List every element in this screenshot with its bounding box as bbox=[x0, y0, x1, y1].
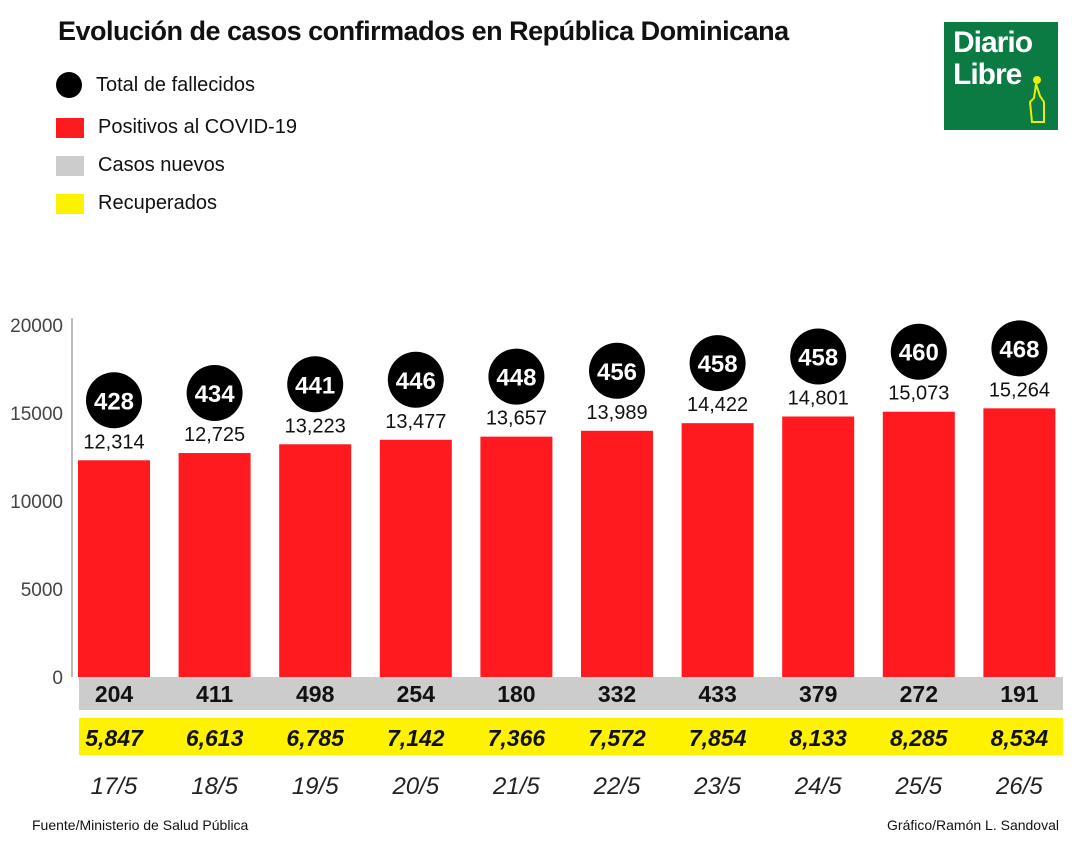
casos-nuevos-value-label: 433 bbox=[698, 681, 736, 707]
legend-fallecidos: Total de fallecidos bbox=[56, 72, 255, 98]
recuperados-value-label: 8,285 bbox=[890, 725, 949, 751]
legend-swatch bbox=[56, 155, 84, 176]
x-category-label: 21/5 bbox=[492, 773, 540, 800]
fallecidos-circle bbox=[790, 328, 847, 385]
positivos-bar bbox=[78, 460, 150, 677]
x-category-label: 18/5 bbox=[191, 773, 238, 800]
positivos-value-label: 12,725 bbox=[184, 424, 245, 446]
fallecidos-value-label: 458 bbox=[798, 345, 838, 372]
y-tick-label: 5000 bbox=[21, 580, 63, 601]
casos-nuevos-value-label: 411 bbox=[196, 681, 233, 707]
casos-nuevos-value-label: 272 bbox=[900, 681, 938, 707]
recuperados-value-label: 7,572 bbox=[588, 725, 646, 751]
legend-label: Total de fallecidos bbox=[96, 73, 255, 96]
x-category-label: 23/5 bbox=[693, 773, 741, 800]
legend-label: Recuperados bbox=[98, 192, 217, 214]
recuperados-value-label: 7,142 bbox=[387, 725, 445, 751]
chart-title: Evolución de casos confirmados en Repúbl… bbox=[58, 16, 789, 46]
positivos-value-label: 14,801 bbox=[788, 388, 849, 410]
positivos-bar bbox=[379, 439, 452, 677]
positivos-value-label: 13,989 bbox=[586, 402, 647, 424]
positivos-bar bbox=[782, 416, 855, 677]
casos-nuevos-value-label: 498 bbox=[296, 681, 335, 707]
casos-nuevos-value-label: 191 bbox=[1000, 681, 1039, 707]
positivos-bar bbox=[882, 411, 955, 677]
positivos-bar bbox=[581, 430, 653, 677]
recuperados-value-label: 8,534 bbox=[991, 725, 1049, 751]
legend-recuperados: Recuperados bbox=[56, 192, 217, 215]
fallecidos-value-label: 434 bbox=[195, 381, 236, 408]
recuperados-value-label: 8,133 bbox=[789, 725, 847, 751]
positivos-value-label: 13,477 bbox=[385, 411, 446, 433]
recuperados-value-label: 7,854 bbox=[689, 725, 747, 751]
fallecidos-value-label: 428 bbox=[94, 388, 134, 415]
fallecidos-value-label: 446 bbox=[396, 368, 436, 395]
positivos-value-label: 13,223 bbox=[285, 415, 346, 437]
fallecidos-circle bbox=[689, 335, 746, 392]
recuperados-value-label: 7,366 bbox=[488, 725, 546, 751]
positivos-bar bbox=[279, 444, 352, 677]
fallecidos-circle bbox=[387, 351, 444, 408]
y-tick-label: 10000 bbox=[10, 492, 63, 513]
casos-nuevos-band bbox=[79, 677, 1063, 710]
recuperados-value-label: 6,613 bbox=[186, 725, 244, 751]
x-category-label: 26/5 bbox=[995, 773, 1043, 800]
recuperados-band bbox=[79, 718, 1063, 755]
y-tick-label: 15000 bbox=[10, 404, 63, 425]
y-tick-label: 0 bbox=[52, 668, 63, 689]
casos-nuevos-value-label: 180 bbox=[497, 681, 535, 707]
credit-note: Gráfico/Ramón L. Sandoval bbox=[887, 817, 1059, 833]
logo-line1: Diario bbox=[953, 26, 1033, 59]
legend-swatch bbox=[56, 193, 84, 214]
positivos-bar bbox=[983, 408, 1056, 677]
casos-nuevos-value-label: 254 bbox=[397, 681, 436, 707]
fallecidos-value-label: 468 bbox=[999, 336, 1039, 363]
positivos-bar bbox=[681, 423, 754, 677]
fallecidos-circle bbox=[890, 323, 947, 380]
casos-nuevos-value-label: 379 bbox=[799, 681, 837, 707]
casos-nuevos-value-label: 204 bbox=[95, 681, 134, 707]
positivos-value-label: 15,264 bbox=[989, 379, 1050, 401]
fallecidos-circle bbox=[186, 365, 243, 422]
positivos-value-label: 13,657 bbox=[486, 408, 547, 430]
x-category-label: 20/5 bbox=[391, 773, 439, 800]
fallecidos-value-label: 458 bbox=[698, 351, 738, 378]
fallecidos-value-label: 456 bbox=[597, 359, 637, 386]
legend-circle-swatch bbox=[56, 72, 82, 98]
x-category-label: 24/5 bbox=[794, 773, 842, 800]
recuperados-value-label: 5,847 bbox=[85, 725, 144, 751]
legend-label: Casos nuevos bbox=[98, 154, 225, 176]
fallecidos-circle bbox=[86, 372, 142, 429]
source-note: Fuente/Ministerio de Salud Pública bbox=[32, 817, 249, 833]
positivos-value-label: 14,422 bbox=[687, 394, 748, 416]
x-category-label: 22/5 bbox=[593, 773, 641, 800]
liberty-statue-icon bbox=[1028, 76, 1045, 123]
y-tick-label: 20000 bbox=[10, 316, 63, 337]
fallecidos-circle bbox=[589, 342, 645, 399]
fallecidos-circle bbox=[991, 320, 1048, 377]
fallecidos-value-label: 460 bbox=[899, 340, 939, 367]
fallecidos-circle bbox=[287, 356, 344, 413]
fallecidos-value-label: 448 bbox=[496, 365, 536, 392]
fallecidos-circle bbox=[488, 348, 545, 405]
legend-casos-nuevos: Casos nuevos bbox=[56, 154, 225, 177]
recuperados-value-label: 6,785 bbox=[286, 725, 345, 751]
legend-swatch bbox=[56, 117, 84, 138]
legend-positivos: Positivos al COVID-19 bbox=[56, 116, 297, 139]
x-category-label: 17/5 bbox=[91, 773, 138, 800]
casos-nuevos-value-label: 332 bbox=[598, 681, 636, 707]
x-category-label: 25/5 bbox=[894, 773, 942, 800]
positivos-value-label: 12,314 bbox=[83, 431, 144, 453]
x-category-label: 19/5 bbox=[292, 773, 339, 800]
logo-line2: Libre bbox=[953, 58, 1022, 91]
positivos-bar bbox=[178, 453, 251, 677]
fallecidos-value-label: 441 bbox=[295, 372, 335, 399]
diario-libre-logo: Diario Libre bbox=[944, 22, 1058, 130]
positivos-value-label: 15,073 bbox=[888, 383, 949, 405]
legend-label: Positivos al COVID-19 bbox=[98, 116, 297, 138]
positivos-bar bbox=[480, 436, 553, 677]
